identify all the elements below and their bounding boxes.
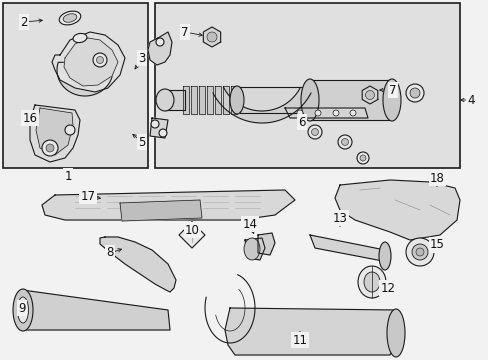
Circle shape xyxy=(296,110,303,116)
Ellipse shape xyxy=(359,155,365,161)
Polygon shape xyxy=(64,38,118,86)
Ellipse shape xyxy=(311,129,318,135)
Ellipse shape xyxy=(244,238,260,260)
Ellipse shape xyxy=(405,238,433,266)
Ellipse shape xyxy=(341,139,348,145)
Polygon shape xyxy=(285,108,367,118)
Ellipse shape xyxy=(411,244,427,260)
Ellipse shape xyxy=(415,248,423,256)
Text: 8: 8 xyxy=(106,247,113,260)
Polygon shape xyxy=(150,118,168,138)
Ellipse shape xyxy=(405,84,423,102)
Circle shape xyxy=(314,110,320,116)
Polygon shape xyxy=(191,86,197,114)
Polygon shape xyxy=(258,233,274,255)
Ellipse shape xyxy=(156,89,174,111)
Text: 18: 18 xyxy=(428,171,444,184)
Circle shape xyxy=(332,110,338,116)
Ellipse shape xyxy=(357,266,385,298)
Circle shape xyxy=(93,53,107,67)
Ellipse shape xyxy=(59,11,81,25)
Circle shape xyxy=(96,57,103,63)
Polygon shape xyxy=(240,87,309,113)
Polygon shape xyxy=(230,86,237,114)
Text: 1: 1 xyxy=(64,170,72,183)
Circle shape xyxy=(365,90,374,99)
Text: 15: 15 xyxy=(428,238,444,252)
Circle shape xyxy=(156,38,163,46)
Text: 5: 5 xyxy=(138,135,145,148)
Text: 3: 3 xyxy=(138,51,145,64)
Text: 13: 13 xyxy=(332,211,347,225)
Text: 11: 11 xyxy=(292,333,307,346)
Text: 9: 9 xyxy=(18,302,26,315)
Polygon shape xyxy=(223,86,228,114)
Text: 17: 17 xyxy=(81,189,95,202)
Ellipse shape xyxy=(301,79,318,121)
Polygon shape xyxy=(100,237,176,292)
Circle shape xyxy=(65,125,75,135)
Ellipse shape xyxy=(337,135,351,149)
Ellipse shape xyxy=(13,289,33,331)
Polygon shape xyxy=(164,90,184,110)
Polygon shape xyxy=(224,308,399,355)
Polygon shape xyxy=(30,105,80,162)
Polygon shape xyxy=(52,32,125,92)
Ellipse shape xyxy=(307,125,321,139)
Polygon shape xyxy=(22,290,170,330)
Polygon shape xyxy=(57,62,113,96)
Circle shape xyxy=(151,120,159,128)
Polygon shape xyxy=(362,86,377,104)
Text: 16: 16 xyxy=(22,112,38,125)
Polygon shape xyxy=(213,87,310,123)
Bar xyxy=(3,3,148,168)
Polygon shape xyxy=(206,86,213,114)
Ellipse shape xyxy=(378,242,390,270)
Circle shape xyxy=(349,110,355,116)
Ellipse shape xyxy=(382,79,400,121)
Circle shape xyxy=(206,32,217,42)
Bar xyxy=(155,3,459,168)
Polygon shape xyxy=(334,180,459,240)
Text: 4: 4 xyxy=(467,94,474,107)
Polygon shape xyxy=(120,200,202,221)
Text: 10: 10 xyxy=(184,224,199,237)
Text: 7: 7 xyxy=(181,26,188,39)
Polygon shape xyxy=(244,238,264,260)
Circle shape xyxy=(46,144,54,152)
Polygon shape xyxy=(309,235,387,262)
Ellipse shape xyxy=(18,297,28,323)
Polygon shape xyxy=(179,222,204,248)
Polygon shape xyxy=(199,86,204,114)
Ellipse shape xyxy=(63,14,77,22)
Ellipse shape xyxy=(229,86,244,114)
Ellipse shape xyxy=(409,88,419,98)
Text: 2: 2 xyxy=(20,15,28,28)
Polygon shape xyxy=(148,32,172,65)
Polygon shape xyxy=(183,86,189,114)
Text: 6: 6 xyxy=(298,116,305,129)
Polygon shape xyxy=(203,27,220,47)
Text: 14: 14 xyxy=(242,217,257,230)
Ellipse shape xyxy=(356,152,368,164)
Circle shape xyxy=(42,140,58,156)
Text: 7: 7 xyxy=(388,84,396,96)
Ellipse shape xyxy=(363,272,379,292)
Polygon shape xyxy=(42,190,294,220)
Text: 12: 12 xyxy=(380,282,395,294)
Ellipse shape xyxy=(386,309,404,357)
Ellipse shape xyxy=(73,33,87,42)
Polygon shape xyxy=(309,80,389,120)
Polygon shape xyxy=(215,86,221,114)
Circle shape xyxy=(159,129,167,137)
Polygon shape xyxy=(36,108,73,155)
